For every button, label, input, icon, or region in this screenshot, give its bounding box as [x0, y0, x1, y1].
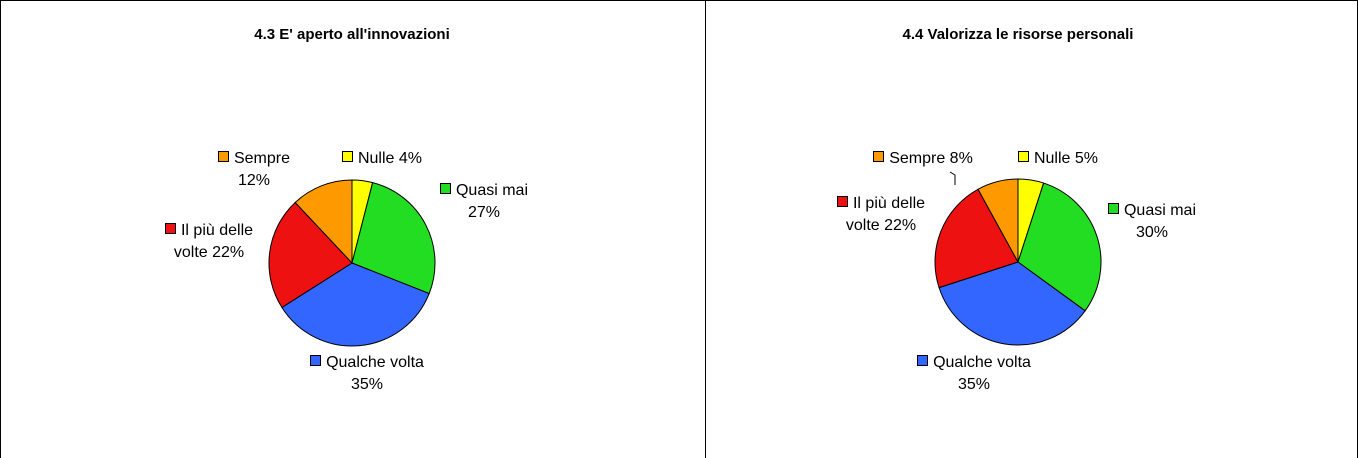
data-label: Quasi mai 30%	[1096, 200, 1208, 244]
value-label: 12%	[237, 172, 271, 189]
legend-swatch	[439, 183, 451, 194]
pie-slice	[977, 178, 1019, 263]
value-label: 30%	[1135, 224, 1169, 241]
category-label: Qualche volta	[326, 354, 424, 371]
value-label: 35%	[350, 376, 384, 393]
chart-title: 4.3 E' aperto all'innovazioni	[254, 26, 450, 43]
legend-swatch	[917, 355, 929, 366]
category-label: Il più delle volte	[845, 195, 926, 234]
category-label: Qualche volta	[933, 354, 1031, 371]
pie-slice	[281, 262, 430, 347]
pie-slice	[268, 201, 353, 309]
value-label: 27%	[467, 204, 501, 221]
legend-swatch	[341, 151, 353, 162]
pie-slice	[351, 181, 436, 295]
value-label: 35%	[957, 376, 991, 393]
value-label: 5%	[1074, 150, 1099, 167]
data-label: Nulle 4%	[327, 148, 437, 170]
data-label: Sempre 8%	[853, 148, 993, 170]
data-label: Nulle 5%	[1003, 148, 1113, 170]
data-label: Qualche volta 35%	[913, 352, 1035, 396]
legend-swatch	[164, 223, 176, 234]
data-label: Il più delle volte 22%	[818, 193, 944, 237]
category-label: Quasi mai	[455, 182, 529, 199]
data-label: Sempre 12%	[212, 148, 296, 192]
value-label: 22%	[212, 244, 245, 261]
value-label: 4%	[398, 150, 423, 167]
legend-swatch	[310, 355, 322, 366]
category-label: Nulle	[1033, 150, 1071, 167]
pie-slice	[934, 188, 1019, 289]
category-label: Sempre	[889, 150, 946, 167]
category-label: Quasi mai	[1123, 202, 1197, 219]
data-label: Qualche volta 35%	[308, 352, 426, 396]
category-label: Sempre	[233, 150, 291, 167]
legend-swatch	[217, 151, 229, 162]
value-label: 22%	[884, 217, 917, 234]
category-label: Il più delle volte	[173, 222, 254, 261]
legend-swatch	[1017, 151, 1029, 162]
leader-line	[949, 171, 956, 185]
value-label: 8%	[949, 150, 973, 167]
chart-title: 4.4 Valorizza le risorse personali	[903, 26, 1134, 43]
pie-slice	[294, 179, 353, 265]
legend-swatch	[873, 151, 885, 162]
legend-swatch	[1107, 203, 1119, 214]
pie-slice	[938, 261, 1086, 346]
data-label: Il più delle volte 22%	[148, 220, 270, 264]
legend-swatch	[836, 196, 848, 207]
data-label: Quasi mai 27%	[428, 180, 540, 224]
category-label: Nulle	[357, 150, 395, 167]
pie-slice	[1017, 182, 1102, 312]
